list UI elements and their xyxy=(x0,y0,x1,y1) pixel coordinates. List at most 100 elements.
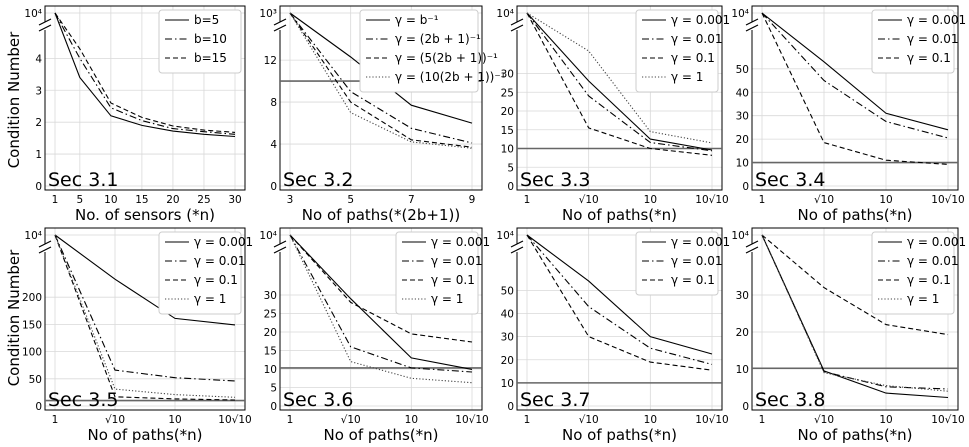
legend-label: γ = 0.001 xyxy=(431,235,490,249)
y-tick-label: 15 xyxy=(501,125,514,137)
y-tick-label: 3 xyxy=(35,85,42,97)
legend-label: b=15 xyxy=(194,51,227,65)
y-tick-label: 10 xyxy=(736,364,749,376)
series-line-4 xyxy=(761,234,949,392)
section-label: Sec 3.5 xyxy=(48,389,118,411)
axis-break-gap xyxy=(746,22,758,30)
axis-break-mark xyxy=(273,240,287,248)
legend-box xyxy=(395,231,479,315)
axis-break-gap xyxy=(274,22,286,30)
series-line-2 xyxy=(54,12,236,135)
series-line-1 xyxy=(761,12,949,131)
y-tick-label: 25 xyxy=(264,309,277,321)
y-tick-label: 0 xyxy=(270,401,277,413)
series-line-3 xyxy=(54,234,236,401)
x-axis-label: No of paths(*n) xyxy=(797,206,912,224)
legend-box xyxy=(871,231,955,315)
x-tick-label: 3 xyxy=(287,194,294,206)
x-tick-label: 10√10 xyxy=(218,414,251,426)
x-tick-label: 10√10 xyxy=(455,414,488,426)
section-label: Sec 3.8 xyxy=(755,389,825,411)
legend-label: γ = (10(2b + 1))⁻¹ xyxy=(395,70,506,84)
axes-frame xyxy=(751,5,959,191)
legend-box xyxy=(635,231,719,296)
y-tick-label: 4 xyxy=(270,139,277,151)
axis-break-mark xyxy=(510,240,524,248)
legend-label: γ = 0.001 xyxy=(907,13,966,27)
axis-break-gap xyxy=(746,244,758,252)
series-line-4 xyxy=(526,12,713,144)
series-line-3 xyxy=(289,234,473,343)
x-tick-label: 10√10 xyxy=(695,414,728,426)
series-line-4 xyxy=(289,234,473,384)
x-axis-label: No. of sensors (*n) xyxy=(75,206,215,224)
series-line-2 xyxy=(761,234,949,390)
axis-break-mark xyxy=(38,240,52,248)
x-tick-label: √10 xyxy=(814,414,834,426)
y-tick-label-top: 10⁴ xyxy=(24,8,42,20)
x-tick-label: √10 xyxy=(579,194,599,206)
axes-frame xyxy=(751,227,959,411)
x-tick-label: 1 xyxy=(52,194,59,206)
legend-label: γ = 1 xyxy=(431,292,463,306)
panel-5: 0 50 100 150 200 10⁴ 1 √10 10 10√10 No of paths(*n… xyxy=(22,227,253,444)
axis-break-mark xyxy=(38,18,52,26)
legend-label: γ = 0.01 xyxy=(194,254,246,268)
y-tick-label: 10 xyxy=(264,364,277,376)
y-tick-label: 30 xyxy=(501,332,514,344)
y-tick-label: 30 xyxy=(501,69,514,81)
section-label: Sec 3.3 xyxy=(520,169,590,191)
y-tick-label: 0 xyxy=(270,181,277,193)
panel-7: 0 10 20 30 40 50 10⁴ 1 √10 10 10√10 No of paths(*n)… xyxy=(496,227,730,444)
x-tick-label: 1 xyxy=(287,414,294,426)
legend-box xyxy=(158,9,242,74)
x-tick-label: 10√10 xyxy=(931,194,964,206)
axis-break-mark xyxy=(510,246,524,254)
y-tick-label: 40 xyxy=(501,309,514,321)
x-tick-label: 30 xyxy=(228,194,241,206)
legend-label: γ = (5(2b + 1))⁻¹ xyxy=(395,51,498,65)
y-tick-label: 8 xyxy=(270,97,277,109)
x-tick-label: √10 xyxy=(105,414,125,426)
x-axis-label: No of paths(*n) xyxy=(797,426,912,444)
x-axis-label: No of paths(*n) xyxy=(562,206,677,224)
legend-label: γ = 0.001 xyxy=(671,235,730,249)
x-tick-label: 1 xyxy=(52,414,59,426)
axis-break-mark xyxy=(745,240,759,248)
x-tick-label: 10 xyxy=(644,414,657,426)
y-tick-label: 0 xyxy=(507,181,514,193)
axes-frame xyxy=(279,5,483,191)
x-tick-label: 10 xyxy=(644,194,657,206)
legend-label: γ = 0.001 xyxy=(671,13,730,27)
y-tick-label-top: 10⁴ xyxy=(496,230,514,242)
legend-box xyxy=(871,9,955,74)
y-tick-label: 20 xyxy=(736,134,749,146)
axis-break-mark xyxy=(745,24,759,32)
y-tick-label-top: 10⁴ xyxy=(24,230,42,242)
x-tick-label: 5 xyxy=(76,194,83,206)
x-axis-label: No of paths(*n) xyxy=(323,426,438,444)
series-line-1 xyxy=(289,234,473,370)
y-tick-label: 100 xyxy=(22,347,42,359)
series-line-3 xyxy=(761,234,949,336)
x-tick-label: 15 xyxy=(135,194,148,206)
x-tick-label: 7 xyxy=(408,194,415,206)
y-tick-label: 5 xyxy=(507,162,514,174)
axes-frame xyxy=(516,227,723,411)
legend-label: γ = 0.1 xyxy=(907,51,951,65)
y-tick-label-top: 10⁴ xyxy=(731,8,749,20)
y-tick-label: 40 xyxy=(736,87,749,99)
panel-4: 0 10 20 30 40 50 10⁴ 1 √10 10 10√10 No of paths(*n)… xyxy=(731,5,966,224)
x-tick-label: 10 xyxy=(168,414,181,426)
y-tick-label: 30 xyxy=(736,290,749,302)
y-tick-label: 12 xyxy=(264,55,277,67)
axis-break-mark xyxy=(38,246,52,254)
section-label: Sec 3.4 xyxy=(755,169,825,191)
y-tick-label: 1 xyxy=(35,149,42,161)
axis-break-mark xyxy=(273,18,287,26)
panel-3: 0 5 10 15 20 25 30 10⁴ 1 √10 10 10√10 No of paths(*n… xyxy=(496,5,730,224)
axis-break-mark xyxy=(745,18,759,26)
axis-break-gap xyxy=(39,244,51,252)
